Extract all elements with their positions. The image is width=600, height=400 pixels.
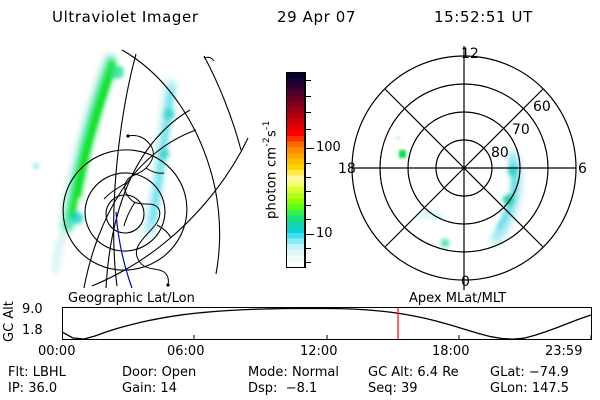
colorbar-minor-tick <box>305 163 311 164</box>
status-mode-value: Normal <box>291 365 339 380</box>
colorbar-minor-tick <box>305 96 311 97</box>
status-ip: IP: 36.0 <box>8 381 57 396</box>
colorbar-tick-100 <box>305 148 314 149</box>
colorbar-minor-tick <box>305 248 311 249</box>
orbit-label-geographic: Geographic Lat/Lon <box>68 291 195 306</box>
status-ip-value: 36.0 <box>28 381 58 396</box>
orbit-xtick-1200: 12:00 <box>300 344 338 359</box>
orbit-ytick-low: 1.8 <box>22 323 43 338</box>
status-flt-label: Flt: <box>8 365 29 380</box>
status-door: Door: Open <box>122 365 196 380</box>
status-glat-label: GLat: <box>490 365 525 380</box>
status-gain-value: 14 <box>160 381 177 396</box>
status-glon: GLon: 147.5 <box>490 381 569 396</box>
colorbar-label-100: 100 <box>316 140 341 155</box>
mlt-label-12: 12 <box>461 46 479 62</box>
colorbar-minor-tick <box>305 177 311 178</box>
observation-date: 29 Apr 07 <box>277 8 357 26</box>
terminator-line <box>115 211 133 289</box>
status-dsp-value: −8.1 <box>285 381 318 396</box>
status-glon-label: GLon: <box>490 381 528 396</box>
colorbar-minor-tick <box>305 262 311 263</box>
status-gcalt: GC Alt: 6.4 Re <box>368 365 459 380</box>
mlt-label-18: 18 <box>338 161 356 177</box>
mlt-dial-svg: 12 6 0 18 60 70 80 <box>338 46 587 290</box>
colorbar-minor-tick <box>305 219 311 220</box>
mlt-label-6: 6 <box>578 161 587 177</box>
status-seq: Seq: 39 <box>368 381 418 396</box>
dial-aurora-emission <box>396 136 525 248</box>
status-mode: Mode: Normal <box>248 365 339 380</box>
status-gain: Gain: 14 <box>122 381 177 396</box>
mlt-label-0: 0 <box>461 274 470 290</box>
status-door-label: Door: <box>122 365 158 380</box>
colorbar-minor-tick <box>305 191 311 192</box>
colorbar-minor-tick <box>305 129 311 130</box>
orbit-xtick-0600: 06:00 <box>167 344 205 359</box>
orbit-xtick-1800: 18:00 <box>432 344 470 359</box>
orbit-altitude-svg <box>61 307 592 340</box>
status-gain-label: Gain: <box>122 381 157 396</box>
graticule-and-coastline <box>62 49 249 289</box>
status-gcalt-value: 6.4 Re <box>417 365 459 380</box>
mlt-dial-panel[interactable]: 12 6 0 18 60 70 80 <box>330 40 596 290</box>
page-title: Ultraviolet Imager <box>52 8 199 26</box>
status-ip-label: IP: <box>8 381 25 396</box>
status-flt-value: LBHL <box>32 365 66 380</box>
coastline-outline <box>103 134 172 287</box>
status-seq-label: Seq: <box>368 381 397 396</box>
lat-label-60: 60 <box>533 99 551 115</box>
orbit-ytick-high: 9.0 <box>22 302 43 317</box>
colorbar-minor-tick <box>305 205 311 206</box>
status-dsp: Dsp: −8.1 <box>248 381 317 396</box>
orbit-altitude-curve <box>61 307 592 340</box>
colorbar-label-10: 10 <box>316 226 333 241</box>
geographic-projection-svg <box>32 49 249 289</box>
status-flt: Flt: LBHL <box>8 365 66 380</box>
orbit-xtick-2359: 23:59 <box>545 344 583 359</box>
status-gcalt-label: GC Alt: <box>368 365 414 380</box>
colorbar-tick-10 <box>305 234 314 235</box>
lat-label-80: 80 <box>491 145 509 161</box>
status-glat-value: −74.9 <box>528 365 569 380</box>
colorbar-minor-tick <box>305 112 311 113</box>
orbit-label-apex: Apex MLat/MLT <box>409 291 507 306</box>
observation-time: 15:52:51 UT <box>434 8 533 26</box>
orbit-xtick-0000: 00:00 <box>38 344 76 359</box>
orbit-yaxis-title: GC Alt <box>2 301 17 342</box>
colorbar-minor-tick <box>305 80 311 81</box>
colorbar-axis-title: photon cm-2s-1 <box>262 120 280 220</box>
status-dsp-label: Dsp: <box>248 381 278 396</box>
orbit-xaxis-ticks <box>62 335 592 339</box>
status-door-value: Open <box>161 365 197 380</box>
orbit-altitude-chart[interactable] <box>61 307 592 340</box>
status-seq-value: 39 <box>401 381 418 396</box>
lat-label-70: 70 <box>512 122 530 138</box>
colorbar[interactable] <box>286 72 305 268</box>
status-glon-value: 147.5 <box>531 381 570 396</box>
colorbar-gradient <box>286 72 305 268</box>
status-mode-label: Mode: <box>248 365 288 380</box>
status-glat: GLat: −74.9 <box>490 365 569 380</box>
dial-mlt-spokes <box>352 46 576 290</box>
geographic-image-panel[interactable] <box>18 42 268 290</box>
colorbar-axis-line <box>305 72 306 268</box>
